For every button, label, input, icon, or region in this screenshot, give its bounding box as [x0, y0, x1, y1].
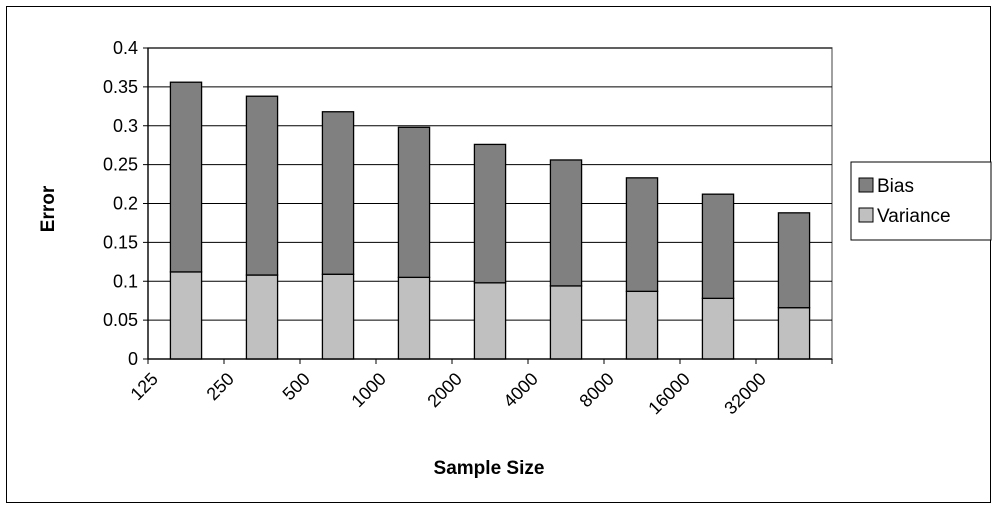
bar-variance-125: [169, 271, 203, 360]
bar-bias-32000: [777, 212, 811, 309]
y-tick-label: 0.4: [113, 38, 138, 58]
x-tick-label: 32000: [720, 369, 770, 419]
y-tick-label: 0.1: [113, 271, 138, 291]
bar-bias-16000: [701, 193, 735, 300]
bar-bias-500: [321, 111, 355, 275]
x-axis-title: Sample Size: [434, 458, 545, 479]
bar-variance-16000: [701, 297, 735, 360]
bar-bias-250: [245, 95, 279, 276]
x-tick-label: 250: [203, 369, 238, 404]
x-tick-labels: 125 250 500 1000 2000 4000 8000 16000 32000: [127, 369, 770, 419]
x-tick-label: 8000: [575, 369, 617, 411]
legend-label-variance: Variance: [877, 206, 951, 227]
y-tick-label: 0.25: [103, 155, 138, 175]
y-tick-label: 0.05: [103, 310, 138, 330]
y-tick-label: 0: [128, 349, 138, 369]
bar-bias-2000: [473, 143, 507, 284]
y-tick-label: 0.15: [103, 232, 138, 252]
bar-variance-250: [245, 274, 279, 360]
legend-swatch-bias: [858, 177, 874, 193]
bar-bias-125: [169, 81, 203, 273]
legend-box: [850, 161, 992, 241]
x-tick-label: 16000: [644, 369, 694, 419]
legend-swatch-variance: [858, 207, 874, 223]
y-axis-title: Error: [38, 185, 59, 232]
y-tick-labels: 0 0.05 0.1 0.15 0.2 0.25 0.3 0.35 0.4: [103, 38, 138, 369]
legend: Bias Variance: [850, 161, 992, 241]
x-tick-label: 2000: [423, 369, 465, 411]
x-tick-label: 500: [279, 369, 314, 404]
bar-bias-4000: [549, 159, 583, 287]
x-tick-label: 4000: [499, 369, 541, 411]
bar-variance-4000: [549, 285, 583, 360]
y-tick-label: 0.2: [113, 194, 138, 214]
bar-variance-500: [321, 273, 355, 360]
bars: [169, 81, 811, 360]
bar-variance-2000: [473, 282, 507, 360]
y-tick-label: 0.3: [113, 116, 138, 136]
bar-bias-1000: [397, 126, 431, 279]
axes: [143, 47, 833, 364]
bar-variance-1000: [397, 276, 431, 360]
x-tick-label: 1000: [347, 369, 389, 411]
y-tick-label: 0.35: [103, 77, 138, 97]
bar-bias-8000: [625, 177, 659, 293]
bar-variance-32000: [777, 307, 811, 360]
x-tick-label: 125: [127, 369, 162, 404]
bar-variance-8000: [625, 290, 659, 360]
legend-label-bias: Bias: [877, 176, 914, 197]
